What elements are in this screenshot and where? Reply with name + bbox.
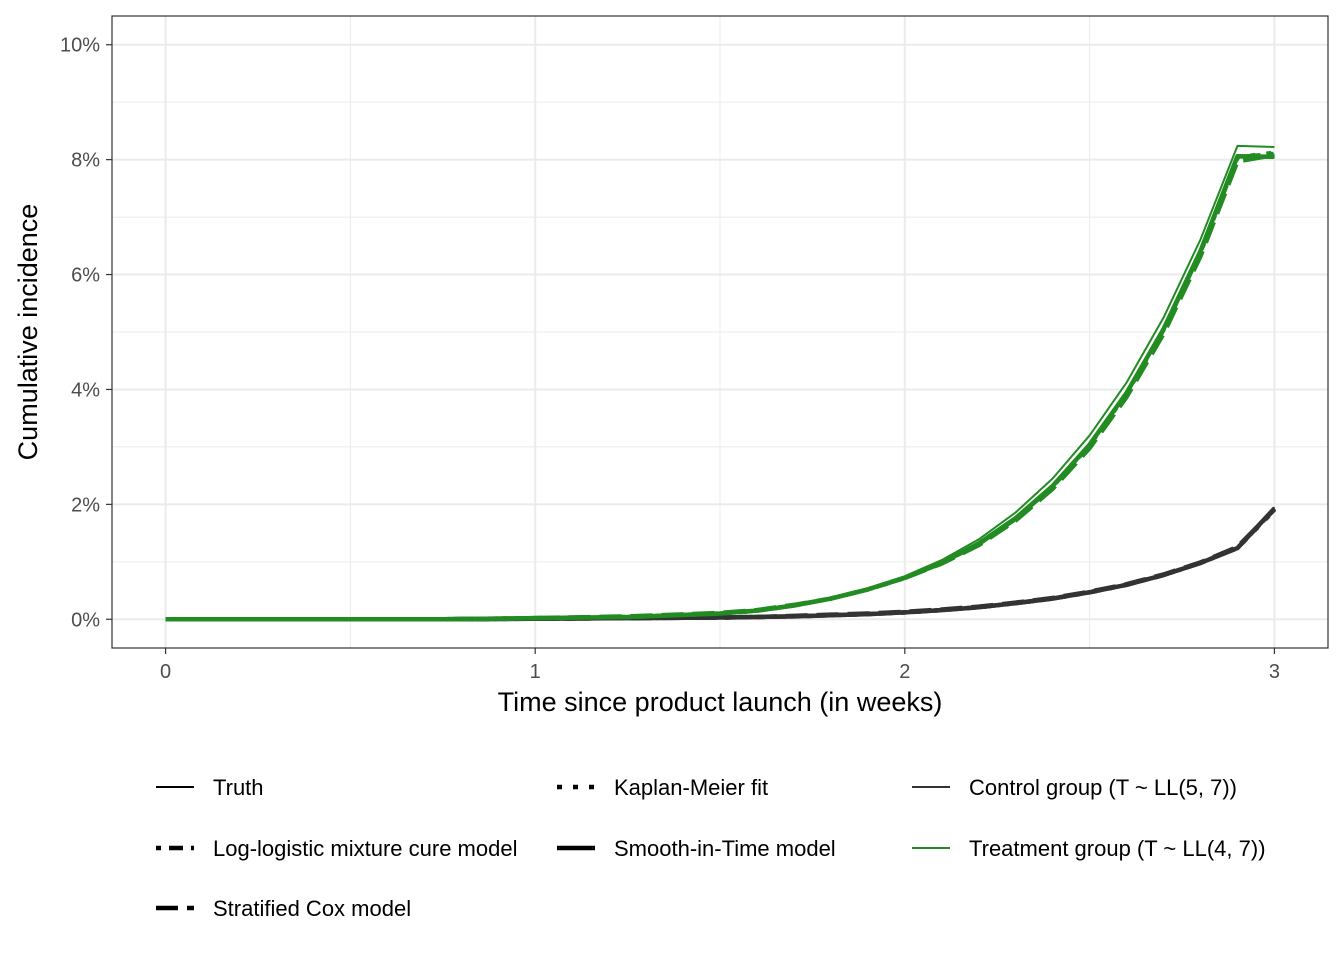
legend-label: Treatment group (T ~ LL(4, 7)) (969, 836, 1266, 861)
legend-label: Smooth-in-Time model (614, 836, 836, 861)
legend-label: Stratified Cox model (213, 896, 411, 921)
y-tick-label: 10% (60, 35, 100, 57)
legend-label: Kaplan-Meier fit (614, 775, 768, 800)
x-tick-label: 1 (530, 661, 541, 683)
series-line-treatment-sit (165, 153, 1275, 622)
y-tick-label: 2% (71, 494, 100, 516)
plot-panel (112, 16, 1328, 648)
x-axis-title: Time since product launch (in weeks) (498, 687, 943, 717)
legend-item-km: Kaplan-Meier fit (557, 775, 768, 800)
legend-item-truth: Truth (156, 775, 264, 800)
y-tick-label: 8% (71, 150, 100, 172)
legend-item-treatment-group: Treatment group (T ~ LL(4, 7)) (912, 836, 1266, 861)
legend-label: Log-logistic mixture cure model (213, 836, 517, 861)
legend: Truth Log-logistic mixture cure model Stra… (156, 775, 1266, 921)
x-tick-label: 0 (160, 661, 171, 683)
y-axis-title: Cumulative incidence (13, 204, 43, 461)
y-tick-label: 6% (71, 265, 100, 287)
panel-border (111, 15, 1329, 649)
axes: 0 1 2 3 0% 2% 4% 6% 8% 10% (60, 15, 1329, 683)
x-tick-label: 3 (1269, 661, 1280, 683)
legend-label: Control group (T ~ LL(5, 7)) (969, 775, 1237, 800)
x-tick-label: 2 (899, 661, 910, 683)
legend-item-sit: Smooth-in-Time model (557, 836, 836, 861)
y-tick-label: 0% (71, 609, 100, 631)
legend-label: Truth (213, 775, 264, 800)
series-lines (165, 144, 1277, 622)
legend-item-cox: Stratified Cox model (156, 896, 411, 921)
legend-item-llmc: Log-logistic mixture cure model (156, 836, 517, 861)
y-tick-label: 4% (71, 379, 100, 401)
legend-item-control-group: Control group (T ~ LL(5, 7)) (912, 775, 1237, 800)
